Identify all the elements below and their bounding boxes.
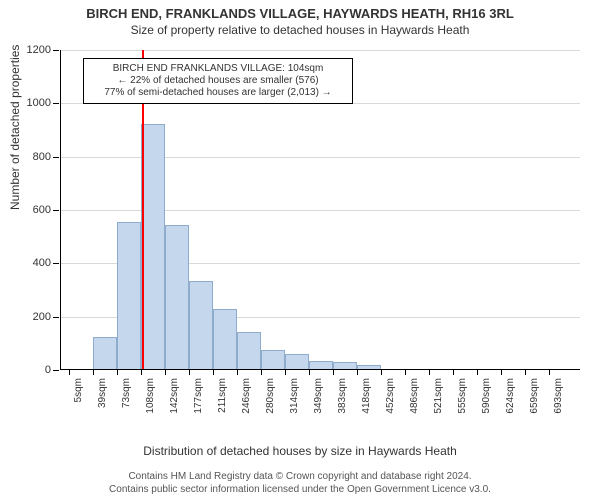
x-tick-label: 486sqm: [409, 378, 420, 438]
y-tick-label: 1000: [27, 97, 51, 109]
x-tick: [501, 369, 502, 375]
annotation-line: BIRCH END FRANKLANDS VILLAGE: 104sqm: [90, 63, 346, 75]
chart-title: BIRCH END, FRANKLANDS VILLAGE, HAYWARDS …: [0, 0, 600, 21]
x-tick: [525, 369, 526, 375]
x-tick: [261, 369, 262, 375]
y-axis-label: Number of detached properties: [8, 45, 22, 210]
x-tick-label: 211sqm: [217, 378, 228, 438]
footer-line-1: Contains HM Land Registry data © Crown c…: [0, 471, 600, 484]
y-tick-label: 400: [33, 257, 51, 269]
histogram-bar: [333, 362, 357, 369]
histogram-bar: [237, 332, 261, 369]
y-tick-label: 0: [45, 364, 51, 376]
histogram-bar: [309, 361, 333, 369]
histogram-bar: [165, 225, 189, 369]
x-tick-label: 108sqm: [145, 378, 156, 438]
y-tick: [53, 103, 59, 104]
y-tick-label: 600: [33, 204, 51, 216]
x-tick-label: 280sqm: [265, 378, 276, 438]
x-tick: [381, 369, 382, 375]
plot-area: 0200400600800100012005sqm39sqm73sqm108sq…: [60, 50, 580, 370]
footer-line-2: Contains public sector information licen…: [0, 484, 600, 497]
x-tick: [333, 369, 334, 375]
y-tick: [53, 50, 59, 51]
histogram-bar: [141, 124, 165, 369]
histogram-bar: [93, 337, 117, 369]
y-tick: [53, 157, 59, 158]
chart-container: BIRCH END, FRANKLANDS VILLAGE, HAYWARDS …: [0, 0, 600, 500]
x-tick: [237, 369, 238, 375]
x-axis-label: Distribution of detached houses by size …: [0, 444, 600, 458]
x-tick: [141, 369, 142, 375]
x-tick: [117, 369, 118, 375]
histogram-bar: [213, 309, 237, 369]
annotation-line: 77% of semi-detached houses are larger (…: [90, 87, 346, 99]
x-tick-label: 39sqm: [97, 378, 108, 438]
y-tick: [53, 263, 59, 264]
x-tick-label: 73sqm: [121, 378, 132, 438]
y-tick: [53, 370, 59, 371]
histogram-bar: [357, 365, 381, 369]
x-tick-label: 349sqm: [313, 378, 324, 438]
gridline: [61, 157, 580, 158]
gridline: [61, 210, 580, 211]
x-tick-label: 693sqm: [553, 378, 564, 438]
x-tick: [165, 369, 166, 375]
x-tick-label: 383sqm: [337, 378, 348, 438]
annotation-box: BIRCH END FRANKLANDS VILLAGE: 104sqm← 22…: [83, 58, 353, 104]
x-tick: [357, 369, 358, 375]
y-tick-label: 200: [33, 311, 51, 323]
x-tick: [309, 369, 310, 375]
x-tick-label: 624sqm: [505, 378, 516, 438]
chart-inner: 0200400600800100012005sqm39sqm73sqm108sq…: [60, 50, 580, 370]
x-tick: [93, 369, 94, 375]
x-tick-label: 246sqm: [241, 378, 252, 438]
gridline: [61, 50, 580, 51]
x-tick: [69, 369, 70, 375]
x-tick: [453, 369, 454, 375]
y-tick: [53, 317, 59, 318]
histogram-bar: [189, 281, 213, 369]
histogram-bar: [261, 350, 285, 369]
histogram-bar: [117, 222, 141, 369]
y-tick: [53, 210, 59, 211]
x-tick-label: 418sqm: [361, 378, 372, 438]
x-tick-label: 555sqm: [457, 378, 468, 438]
footer-attribution: Contains HM Land Registry data © Crown c…: [0, 471, 600, 496]
x-tick-label: 5sqm: [73, 378, 84, 438]
histogram-bar: [285, 354, 309, 369]
y-tick-label: 800: [33, 151, 51, 163]
x-tick: [189, 369, 190, 375]
x-tick-label: 314sqm: [289, 378, 300, 438]
x-tick-label: 590sqm: [481, 378, 492, 438]
x-tick: [405, 369, 406, 375]
annotation-line: ← 22% of detached houses are smaller (57…: [90, 75, 346, 87]
x-tick: [213, 369, 214, 375]
chart-subtitle: Size of property relative to detached ho…: [0, 21, 600, 37]
y-tick-label: 1200: [27, 44, 51, 56]
x-tick: [477, 369, 478, 375]
x-tick-label: 521sqm: [433, 378, 444, 438]
x-tick: [285, 369, 286, 375]
x-tick-label: 142sqm: [169, 378, 180, 438]
x-tick-label: 452sqm: [385, 378, 396, 438]
x-tick: [549, 369, 550, 375]
x-tick-label: 659sqm: [529, 378, 540, 438]
x-tick-label: 177sqm: [193, 378, 204, 438]
x-tick: [429, 369, 430, 375]
